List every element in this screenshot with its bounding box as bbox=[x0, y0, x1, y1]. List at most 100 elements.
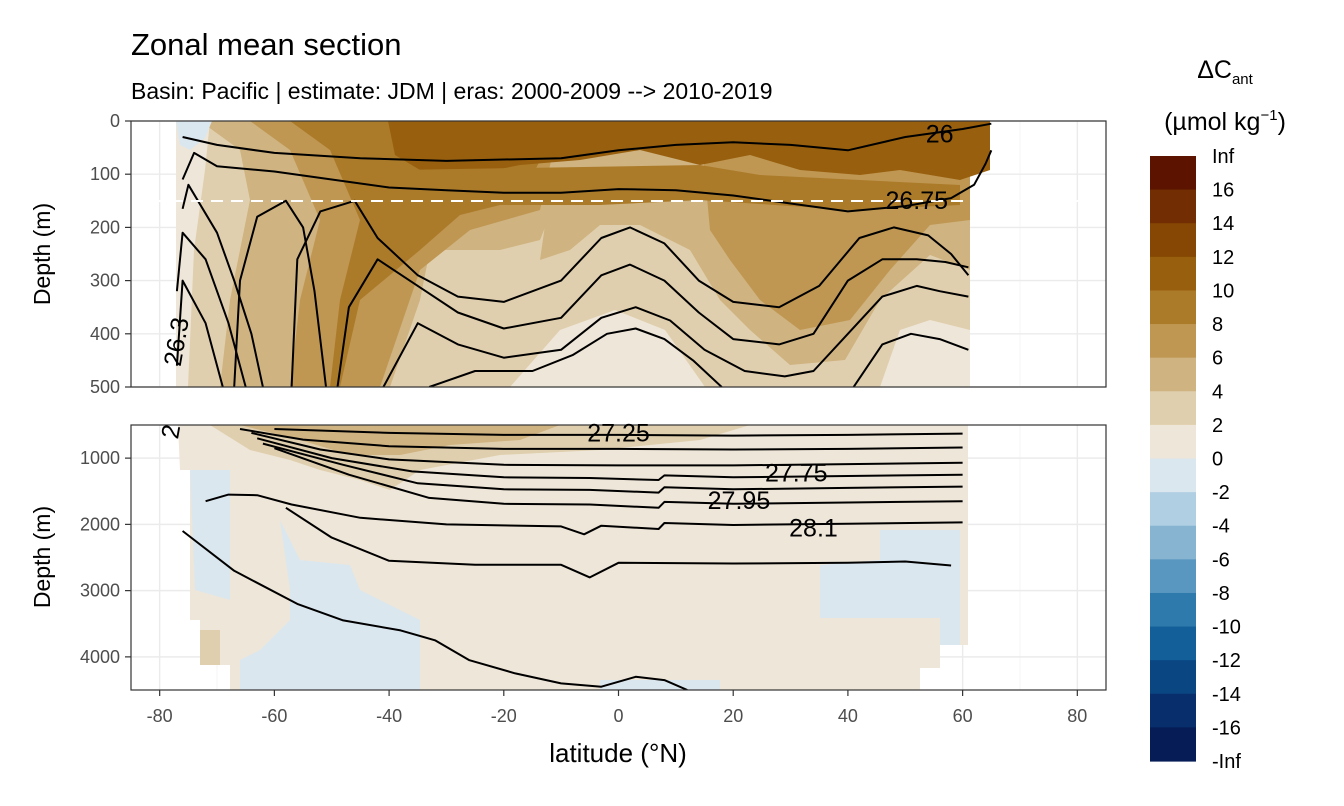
isopycnal-upper-3 bbox=[175, 231, 247, 387]
x-axis: -80 -60 -40 -20 0 20 40 60 80 bbox=[147, 690, 1087, 726]
upper-y-tick-label: 300 bbox=[90, 271, 120, 291]
isopycnal-label: 28.1 bbox=[789, 514, 838, 542]
isopycnal-lower-6 bbox=[205, 493, 963, 536]
x-tick-label: 40 bbox=[838, 706, 858, 726]
upper-y-tick-label: 100 bbox=[90, 164, 120, 184]
colorbar-swatch bbox=[1150, 727, 1196, 762]
colorbar-label: -Inf bbox=[1212, 751, 1241, 773]
x-tick-label: 20 bbox=[723, 706, 743, 726]
colorbar-label: 16 bbox=[1212, 180, 1234, 202]
colorbar-label: -10 bbox=[1212, 617, 1241, 639]
lower-fill-negative-west bbox=[240, 520, 420, 690]
colorbar-label: 0 bbox=[1212, 449, 1223, 471]
lower-y-tick-label: 4000 bbox=[80, 647, 120, 667]
legend-units-main: (µmol kg bbox=[1164, 108, 1260, 136]
isopycnal-upper-10 bbox=[852, 332, 969, 387]
upper-fill-layer bbox=[176, 121, 990, 387]
isopycnal-label: 26 bbox=[926, 120, 954, 148]
colorbar-label: -8 bbox=[1212, 583, 1230, 605]
lower-y-axis-label: Depth (m) bbox=[29, 506, 55, 608]
upper-y-tick-label: 200 bbox=[90, 217, 120, 237]
x-tick-label: -40 bbox=[376, 706, 402, 726]
upper-fill-6to8-east bbox=[700, 121, 970, 330]
lower-fill-negative-east bbox=[820, 530, 960, 645]
isopycnal-upper-7 bbox=[336, 258, 969, 387]
colorbar-label: -14 bbox=[1212, 684, 1241, 706]
lower-y-axis: 1000 2000 3000 4000 bbox=[80, 448, 131, 667]
legend-units-end: ) bbox=[1278, 108, 1286, 136]
legend-title-main: ΔC bbox=[1197, 56, 1232, 84]
lower-y-tick-label: 2000 bbox=[80, 514, 120, 534]
upper-y-axis-label: Depth (m) bbox=[29, 203, 55, 305]
lower-panel: 1000 2000 3000 4000 bbox=[80, 424, 1107, 691]
upper-y-axis: 0 100 200 300 400 500 bbox=[90, 111, 131, 397]
colorbar-swatch bbox=[1150, 156, 1196, 191]
colorbar-label: -12 bbox=[1212, 650, 1241, 672]
isopycnal-upper-6 bbox=[290, 199, 970, 387]
colorbar-swatch bbox=[1150, 525, 1196, 560]
upper-fill-10to12 bbox=[388, 121, 990, 180]
isopycnal-lower-3 bbox=[256, 437, 963, 481]
colorbar-swatch bbox=[1150, 223, 1196, 258]
isopycnal-upper-5 bbox=[233, 199, 327, 387]
upper-isopycnal-lines bbox=[175, 122, 993, 387]
isopycnal-upper-1 bbox=[181, 149, 993, 213]
isopycnal-lower-2 bbox=[251, 431, 963, 467]
colorbar-label: 10 bbox=[1212, 280, 1234, 302]
isopycnal-lower-4 bbox=[262, 442, 963, 494]
upper-fill-0to2-core bbox=[510, 310, 705, 387]
colorbar-swatch bbox=[1150, 592, 1196, 628]
colorbar-label: 12 bbox=[1212, 247, 1234, 269]
isopycnal-lower-0 bbox=[274, 428, 963, 437]
x-tick-label: -80 bbox=[147, 706, 173, 726]
isopycnal-lower-7 bbox=[285, 506, 952, 579]
colorbar-swatch bbox=[1150, 256, 1196, 292]
lower-fill-negative-south bbox=[190, 470, 230, 600]
upper-y-tick-label: 500 bbox=[90, 377, 120, 397]
colorbar-label: 14 bbox=[1212, 213, 1234, 235]
isopycnal-upper-0 bbox=[182, 122, 992, 162]
colorbar-swatch bbox=[1150, 693, 1196, 728]
x-tick-label: -60 bbox=[261, 706, 287, 726]
colorbar-swatch bbox=[1150, 424, 1196, 460]
isopycnal-label: 2 bbox=[156, 422, 186, 441]
upper-y-tick-label: 400 bbox=[90, 324, 120, 344]
lower-isopycnal-lines bbox=[181, 428, 963, 690]
isopycnal-label: 26.75 bbox=[885, 187, 948, 215]
legend-title-subscript: ant bbox=[1232, 71, 1254, 88]
colorbar-swatch bbox=[1150, 324, 1196, 359]
chart-subtitle: Basin: Pacific | estimate: JDM | eras: 2… bbox=[131, 78, 773, 104]
isopycnal-label: 27.95 bbox=[708, 487, 771, 515]
colorbar-swatch bbox=[1150, 626, 1196, 661]
x-tick-label: 0 bbox=[613, 706, 623, 726]
lower-y-tick-label: 1000 bbox=[80, 448, 120, 468]
isopycnal-upper-8 bbox=[382, 284, 969, 387]
upper-panel-border bbox=[130, 120, 1107, 388]
x-axis-label: latitude (°N) bbox=[549, 738, 687, 768]
colorbar-label: 8 bbox=[1212, 314, 1223, 336]
x-tick-label: -20 bbox=[491, 706, 517, 726]
isopycnal-label: 27.25 bbox=[587, 420, 650, 448]
colorbar-swatch bbox=[1150, 559, 1196, 594]
chart-title: Zonal mean section bbox=[131, 27, 402, 62]
upper-fill-0to2 bbox=[176, 121, 210, 387]
lower-fill-4to6-wedge bbox=[240, 425, 560, 455]
upper-fill-negative bbox=[176, 121, 212, 150]
colorbar-swatch bbox=[1150, 189, 1196, 224]
colorbar-label: 4 bbox=[1212, 381, 1223, 403]
legend-units: (µmol kg−1) bbox=[1164, 107, 1286, 136]
colorbar-swatch bbox=[1150, 391, 1196, 426]
isopycnal-lower-5 bbox=[274, 447, 963, 509]
upper-panel: 0 100 200 300 400 500 bbox=[90, 111, 1107, 397]
isopycnal-label: 27.75 bbox=[765, 459, 828, 487]
upper-fill-8to10-deep bbox=[400, 165, 960, 210]
colorbar-swatch bbox=[1150, 290, 1196, 325]
lower-fill-layer bbox=[178, 425, 968, 690]
x-tick-label: 80 bbox=[1067, 706, 1087, 726]
lower-y-tick-label: 3000 bbox=[80, 581, 120, 601]
upper-y-tick-label: 0 bbox=[110, 111, 120, 131]
colorbar-label: -16 bbox=[1212, 717, 1241, 739]
colorbar-swatch bbox=[1150, 458, 1196, 493]
colorbar-legend: ΔCant (µmol kg−1) Inf 16 14 12 10 8 6 4 2 0 -2 -4 -6… bbox=[1150, 56, 1286, 773]
